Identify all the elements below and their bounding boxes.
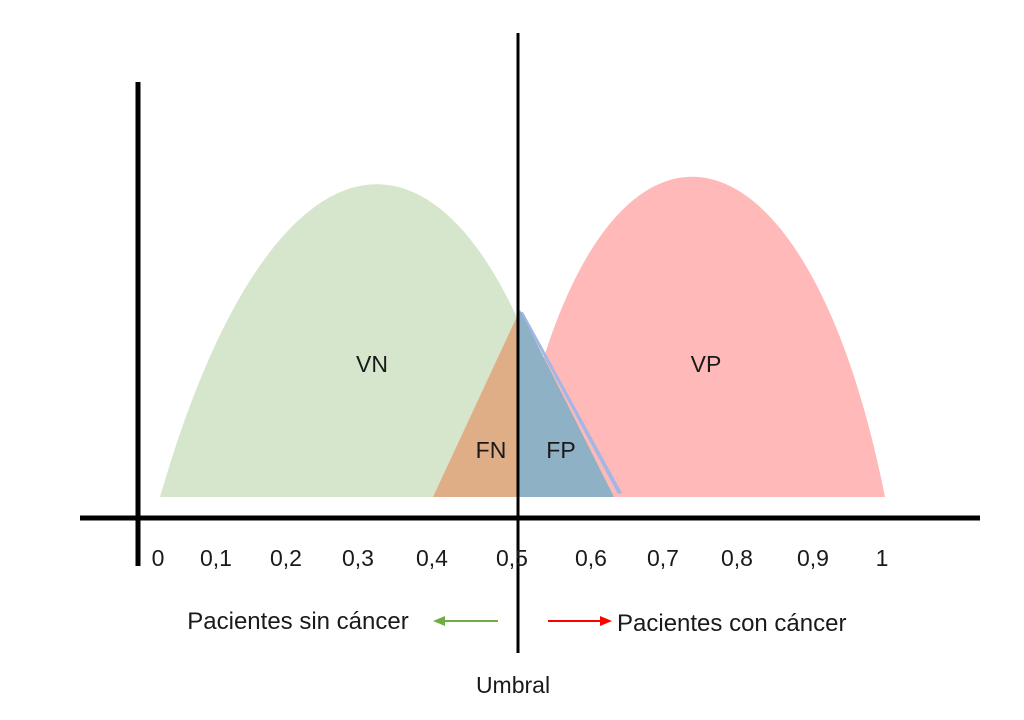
false-positive-region [520, 310, 614, 497]
tick-label: 0,2 [270, 545, 302, 571]
tick-label: 0,4 [416, 545, 448, 571]
tick-label: 0,8 [721, 545, 753, 571]
false-positive-edge [520, 312, 622, 494]
tick-label: 0,7 [647, 545, 679, 571]
positive-distribution [512, 176, 885, 497]
tick-label: 0 [152, 545, 165, 571]
true-positive-label: VP [691, 351, 722, 377]
tick-label: 0,3 [342, 545, 374, 571]
arrow-left-icon [433, 616, 498, 626]
false-negative-label: FN [476, 437, 507, 463]
arrow-right-icon [548, 616, 612, 626]
tick-label: 0,1 [200, 545, 232, 571]
tick-label: 0,9 [797, 545, 829, 571]
tick-label: 0,6 [575, 545, 607, 571]
true-negative-label: VN [356, 351, 388, 377]
threshold-label: Umbral [476, 672, 550, 698]
false-negative-region [433, 310, 520, 497]
tick-label: 1 [876, 545, 889, 571]
false-positive-label: FP [546, 437, 575, 463]
legend-without-cancer: Pacientes sin cáncer [187, 608, 408, 635]
legend-with-cancer: Pacientes con cáncer [617, 610, 846, 637]
tick-label: 0,5 [496, 545, 528, 571]
